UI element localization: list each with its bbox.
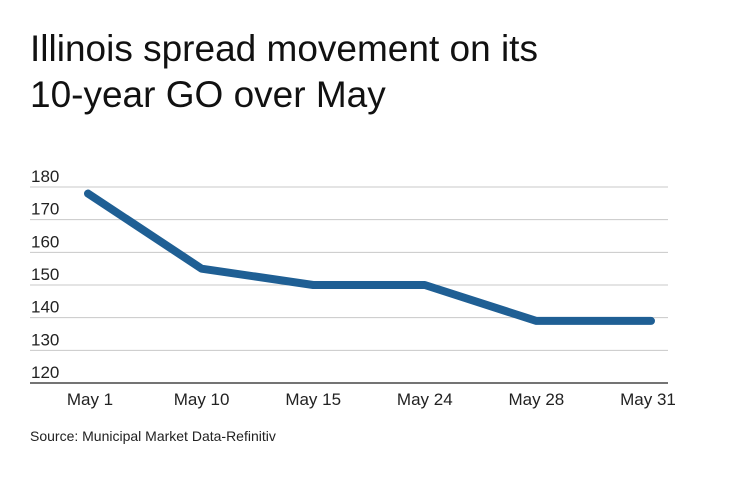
y-tick-label-140: 140 [31,298,59,317]
x-tick-label-2: May 10 [174,390,230,409]
y-tick-label-180: 180 [31,167,59,186]
y-axis-ticks: 180 170 160 150 140 130 120 [31,167,59,382]
y-tick-label-120: 120 [31,363,59,382]
x-tick-label-5: May 28 [509,390,565,409]
x-axis-ticks: May 1 May 10 May 15 May 24 May 28 May 31 [67,390,676,409]
series-layer [84,189,655,325]
source-note: Source: Municipal Market Data-Refinitiv [30,428,276,444]
x-tick-label-3: May 15 [285,390,341,409]
y-tick-label-150: 150 [31,265,59,284]
chart-title: Illinois spread movement on its 10-year … [30,26,710,118]
series-line-1 [84,189,655,325]
x-tick-label-6: May 31 [620,390,676,409]
chart-title-line-1: Illinois spread movement on its [30,28,538,69]
x-tick-label-1: May 1 [67,390,113,409]
x-tick-label-4: May 24 [397,390,453,409]
y-tick-label-160: 160 [31,232,59,251]
y-tick-label-170: 170 [31,200,59,219]
chart-title-line-2: 10-year GO over May [30,74,386,115]
y-tick-label-130: 130 [31,330,59,349]
grid-lines [30,186,668,384]
